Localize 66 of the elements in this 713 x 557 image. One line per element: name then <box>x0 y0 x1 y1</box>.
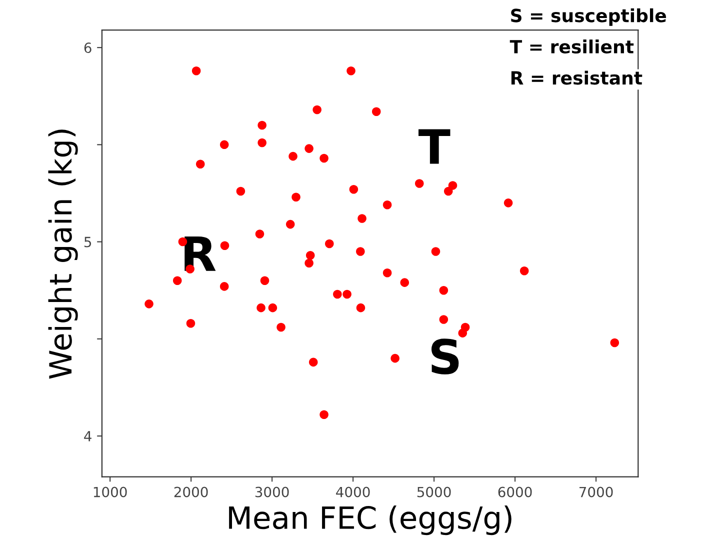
point <box>258 120 266 130</box>
point <box>256 303 266 312</box>
point <box>372 107 381 116</box>
point <box>444 186 453 196</box>
x-tick-label: 2000 <box>174 486 208 498</box>
point <box>324 239 334 248</box>
point <box>186 318 196 328</box>
point <box>260 276 270 286</box>
point <box>414 179 424 188</box>
point <box>304 258 314 268</box>
point <box>288 152 298 161</box>
point <box>346 66 356 76</box>
point <box>356 247 365 256</box>
point <box>390 354 400 363</box>
point <box>342 290 352 299</box>
annotation: S <box>431 338 459 374</box>
point <box>144 300 154 308</box>
point <box>292 192 300 202</box>
point <box>320 154 328 163</box>
x-tick-label: 5000 <box>417 486 451 498</box>
point <box>458 328 468 338</box>
point <box>448 181 458 190</box>
point <box>268 303 278 312</box>
point <box>520 266 529 276</box>
point <box>220 241 230 250</box>
x-tick-label: 7000 <box>579 486 613 498</box>
y-tick-label: 5 <box>84 236 92 248</box>
point <box>304 144 314 153</box>
x-tick-label: 3000 <box>255 486 289 498</box>
point <box>220 140 229 150</box>
point <box>431 247 440 256</box>
text: S = susceptible <box>511 8 666 26</box>
y-tick-label: 6 <box>84 42 92 54</box>
point <box>306 250 315 260</box>
annotation: T <box>418 129 450 164</box>
point <box>358 214 366 223</box>
y-tick-label: 4 <box>84 431 92 442</box>
point <box>236 186 246 196</box>
point <box>258 138 266 148</box>
y-axis-title: Weight gain (kg) <box>48 130 78 379</box>
point <box>276 322 286 332</box>
point <box>382 268 392 278</box>
annotation: T = resilient <box>510 40 634 54</box>
point <box>504 198 513 208</box>
point <box>439 286 448 295</box>
point <box>610 338 620 348</box>
point <box>312 105 322 114</box>
point <box>439 315 448 324</box>
point <box>196 160 205 168</box>
point <box>220 282 229 291</box>
point <box>286 220 295 229</box>
point <box>320 410 328 420</box>
point <box>308 358 318 367</box>
x-tick-label: 4000 <box>336 486 370 498</box>
point <box>333 290 342 299</box>
x-tick-label: 6000 <box>498 486 532 498</box>
point <box>192 66 201 76</box>
x-axis-title: Mean FEC (eggs/g) <box>229 506 512 536</box>
point <box>172 276 182 286</box>
x-tick-label: 1000 <box>94 486 127 498</box>
annotation: R = resistant <box>511 70 642 85</box>
point <box>356 303 366 312</box>
point <box>400 278 410 287</box>
point <box>382 200 392 210</box>
point <box>349 184 358 194</box>
point <box>255 230 264 238</box>
